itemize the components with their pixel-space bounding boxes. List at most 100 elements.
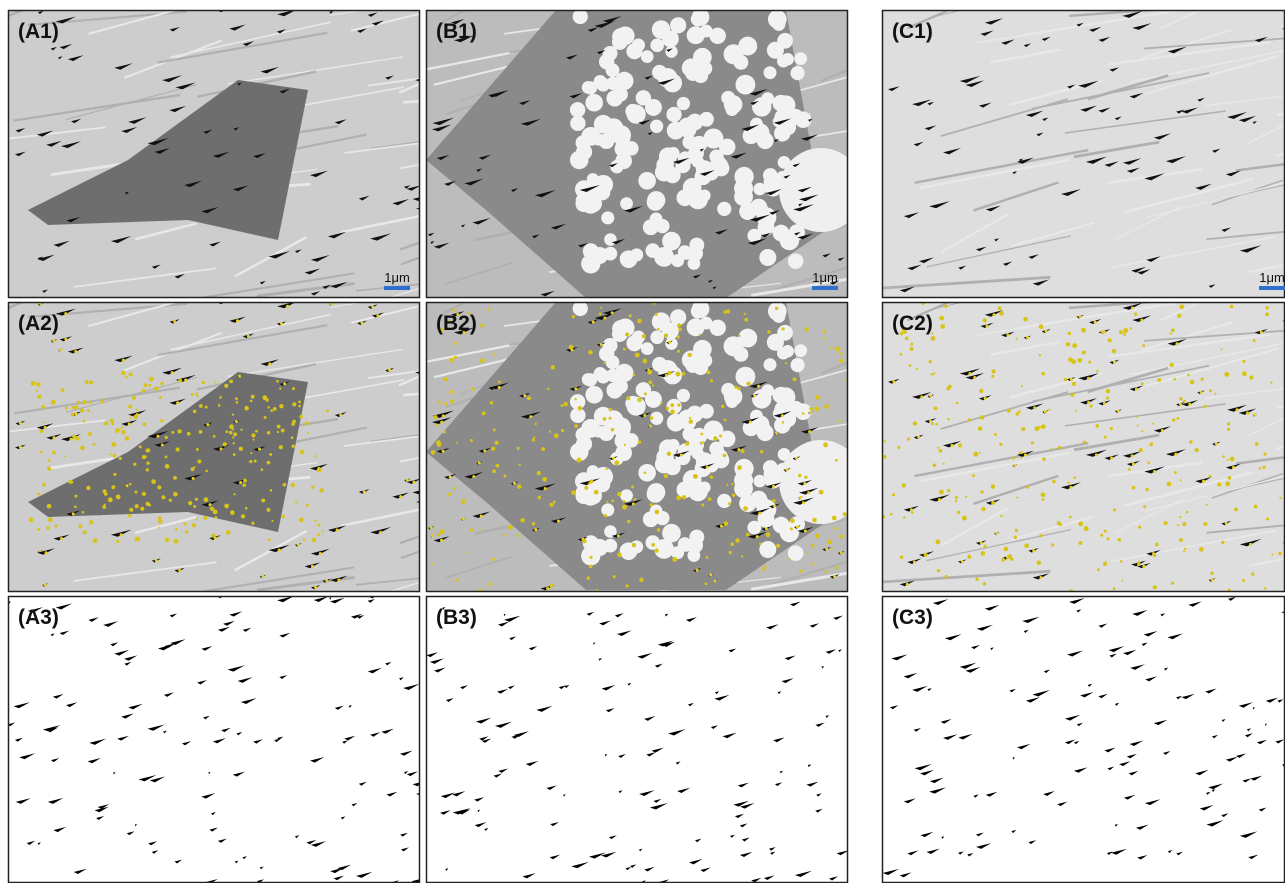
grain: [647, 191, 665, 209]
pore-speck: [142, 389, 145, 392]
pore-speck: [589, 564, 593, 568]
pore-speck: [283, 483, 287, 487]
pore-speck: [706, 370, 710, 374]
pore-speck: [1081, 328, 1086, 333]
pore-speck: [111, 485, 115, 489]
pore-speck: [981, 551, 986, 556]
pore-speck: [317, 468, 322, 473]
pore-speck: [112, 454, 116, 458]
pore-speck: [617, 553, 622, 558]
pore-speck: [811, 544, 815, 548]
pore-speck: [273, 407, 277, 411]
pore-outline: [462, 518, 465, 521]
grain: [794, 52, 807, 65]
pore-speck: [626, 396, 630, 400]
pore-speck: [1039, 534, 1042, 537]
pore-speck: [232, 413, 234, 415]
pore-outline: [247, 335, 250, 338]
pore-speck: [759, 543, 762, 546]
pore-speck: [1153, 585, 1157, 589]
pore-speck: [455, 341, 458, 344]
pore-speck: [604, 514, 607, 517]
pore-speck: [1279, 497, 1281, 499]
pore-outline: [412, 481, 415, 484]
pore-speck: [132, 396, 136, 400]
grain: [570, 408, 585, 423]
pore-speck: [1138, 526, 1141, 529]
panel-label: (B3): [436, 606, 477, 629]
pore-speck: [87, 409, 90, 412]
pore-speck: [534, 423, 536, 425]
pore-speck: [561, 429, 564, 432]
pore-speck: [279, 404, 283, 408]
pore-speck: [314, 519, 316, 521]
grain: [768, 302, 787, 321]
pore-speck: [999, 443, 1002, 446]
pore-speck: [36, 382, 41, 387]
pore-speck: [171, 431, 174, 434]
pore-speck: [1199, 547, 1204, 552]
pore-speck: [1039, 354, 1041, 356]
pore-outline: [696, 569, 699, 572]
grain: [773, 517, 790, 534]
grain: [794, 344, 807, 357]
pore-outline: [1200, 391, 1203, 394]
pore-speck: [159, 396, 162, 399]
pore-speck: [465, 552, 467, 554]
pore-outline: [892, 380, 895, 383]
pore-speck: [1026, 486, 1029, 489]
grain: [689, 238, 704, 253]
pore-speck: [811, 562, 814, 565]
pore-speck: [456, 442, 458, 444]
pore-speck: [116, 495, 121, 500]
pore-speck: [654, 548, 658, 552]
pore-speck: [267, 461, 271, 465]
pore-speck: [563, 402, 567, 406]
pore-speck: [115, 428, 120, 433]
pore-outline: [772, 485, 775, 488]
pore-speck: [1075, 410, 1077, 412]
grain: [570, 102, 585, 117]
pore-speck: [135, 491, 138, 494]
pore-outline: [1006, 334, 1009, 337]
pore-speck: [517, 484, 522, 489]
pore-speck: [682, 495, 686, 499]
pore-speck: [892, 493, 895, 496]
pore-speck: [734, 386, 737, 389]
pore-speck: [676, 372, 681, 377]
pore-outline: [339, 413, 342, 416]
pore-speck: [1251, 573, 1254, 576]
grain: [611, 125, 631, 145]
pore-speck: [651, 543, 655, 547]
grain: [735, 75, 755, 95]
pore-speck: [454, 356, 457, 359]
pore-speck: [537, 471, 541, 475]
pore-speck: [823, 337, 826, 340]
pore-speck: [43, 421, 45, 423]
pore-outline: [126, 484, 129, 487]
grain: [650, 331, 664, 345]
grain: [616, 26, 635, 45]
pore-speck: [746, 533, 750, 537]
pore-outline: [1249, 543, 1252, 546]
pore-speck: [199, 404, 203, 408]
pore-speck: [732, 494, 735, 497]
pore-speck: [1020, 456, 1022, 458]
pore-outline: [483, 449, 486, 452]
pore-speck: [666, 407, 669, 410]
pore-outline: [472, 475, 475, 478]
pore-outline: [44, 583, 47, 586]
pore-speck: [142, 492, 146, 496]
pore-speck: [47, 467, 51, 471]
pore-speck: [226, 530, 231, 535]
pore-outline: [1069, 486, 1072, 489]
pore-speck: [724, 521, 729, 526]
pore-speck: [1270, 381, 1272, 383]
pore-speck: [547, 388, 549, 390]
pore-speck: [37, 493, 40, 496]
pore-speck: [1016, 412, 1019, 415]
pore-speck: [307, 432, 309, 434]
pore-speck: [532, 522, 535, 525]
grain: [582, 81, 595, 94]
pore-speck: [251, 522, 254, 525]
